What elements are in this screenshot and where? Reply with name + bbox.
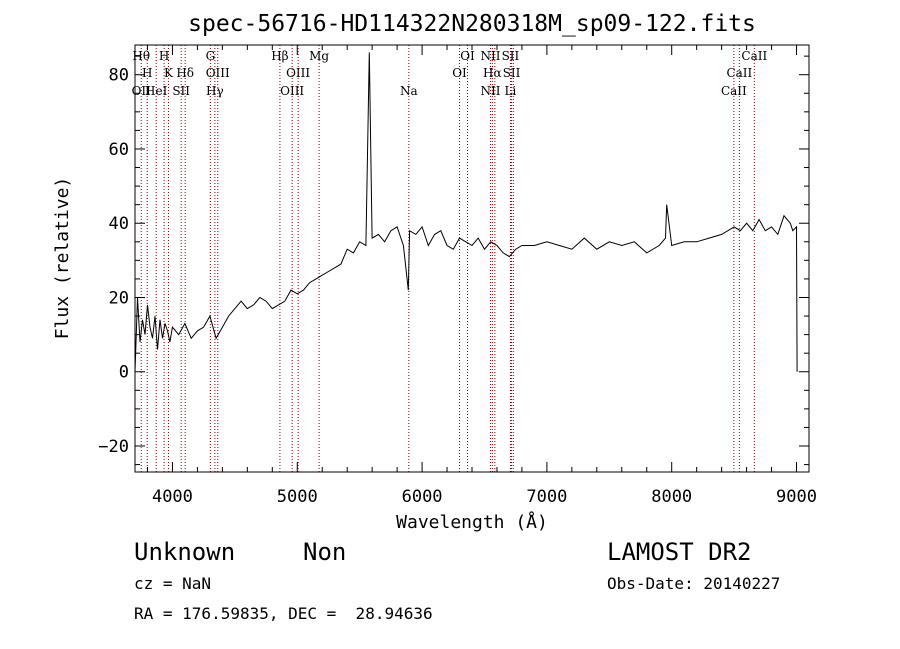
x-tick-label: 8000: [651, 487, 692, 507]
line-label: OI: [460, 49, 475, 63]
line-label: OI: [452, 66, 467, 80]
line-label: Hγ: [206, 84, 224, 98]
line-label: CaII: [726, 66, 752, 80]
coordinates-text: RA = 176.59835, DEC = 28.94636: [134, 604, 433, 623]
line-label: CaII: [741, 49, 767, 63]
x-tick-label: 9000: [776, 487, 817, 507]
line-label: OIII: [206, 66, 230, 80]
line-label: SII: [172, 84, 190, 98]
object-class: Unknown: [134, 538, 236, 566]
line-label: H: [142, 66, 152, 80]
line-label: G: [206, 49, 216, 63]
line-label: NII: [480, 49, 500, 63]
plot-frame: [134, 44, 810, 473]
line-label: HeI: [145, 84, 168, 98]
line-label: K: [164, 66, 174, 80]
obs-date-text: Obs-Date: 20140227: [607, 574, 781, 593]
line-label: OIII: [286, 66, 310, 80]
spectral-line-labels: Hθ OII H HeI HK SII Hδ G Hγ OIII Hβ OIII OIII Mg Na OI O…: [132, 49, 768, 98]
line-label: Hδ: [176, 66, 194, 80]
line-label: CaII: [721, 84, 747, 98]
y-tick-label: 0: [119, 363, 129, 383]
line-label: SII: [503, 66, 521, 80]
y-tick-label: 80: [109, 66, 129, 86]
x-tick-label: 6000: [402, 487, 443, 507]
y-axis: −20 0 20 40 60 80: [98, 55, 809, 466]
line-label: Hθ: [132, 49, 150, 63]
y-tick-label: 60: [109, 140, 129, 160]
y-axis-label: Flux (relative): [52, 177, 73, 340]
survey-name: LAMOST DR2: [607, 538, 752, 566]
line-label: NII: [480, 84, 500, 98]
line-label: Hβ: [271, 49, 288, 63]
y-tick-label: 40: [109, 214, 129, 234]
line-label: Hα: [483, 66, 502, 80]
object-subclass: Non: [303, 538, 347, 566]
spectrum-line: [134, 52, 798, 372]
x-tick-label: 7000: [526, 487, 567, 507]
line-label: SII: [502, 49, 520, 63]
spectral-line-markers: [140, 45, 755, 472]
y-tick-label: −20: [98, 437, 129, 457]
line-label: OII: [132, 84, 152, 98]
line-label: OIII: [280, 84, 304, 98]
x-tick-label: 4000: [152, 487, 193, 507]
x-axis: 4000 5000 6000 7000 8000 9000: [146, 45, 817, 507]
y-tick-label: 20: [109, 288, 129, 308]
line-label: H: [159, 49, 169, 63]
x-tick-label: 5000: [277, 487, 318, 507]
line-label: Mg: [309, 49, 329, 63]
redshift-text: cz = NaN: [134, 574, 212, 593]
line-label: Na: [400, 84, 418, 98]
x-axis-label: Wavelength (Å): [396, 511, 548, 533]
line-label: Li: [505, 84, 517, 98]
chart-title: spec-56716-HD114322N280318M_sp09-122.fit…: [188, 11, 756, 37]
